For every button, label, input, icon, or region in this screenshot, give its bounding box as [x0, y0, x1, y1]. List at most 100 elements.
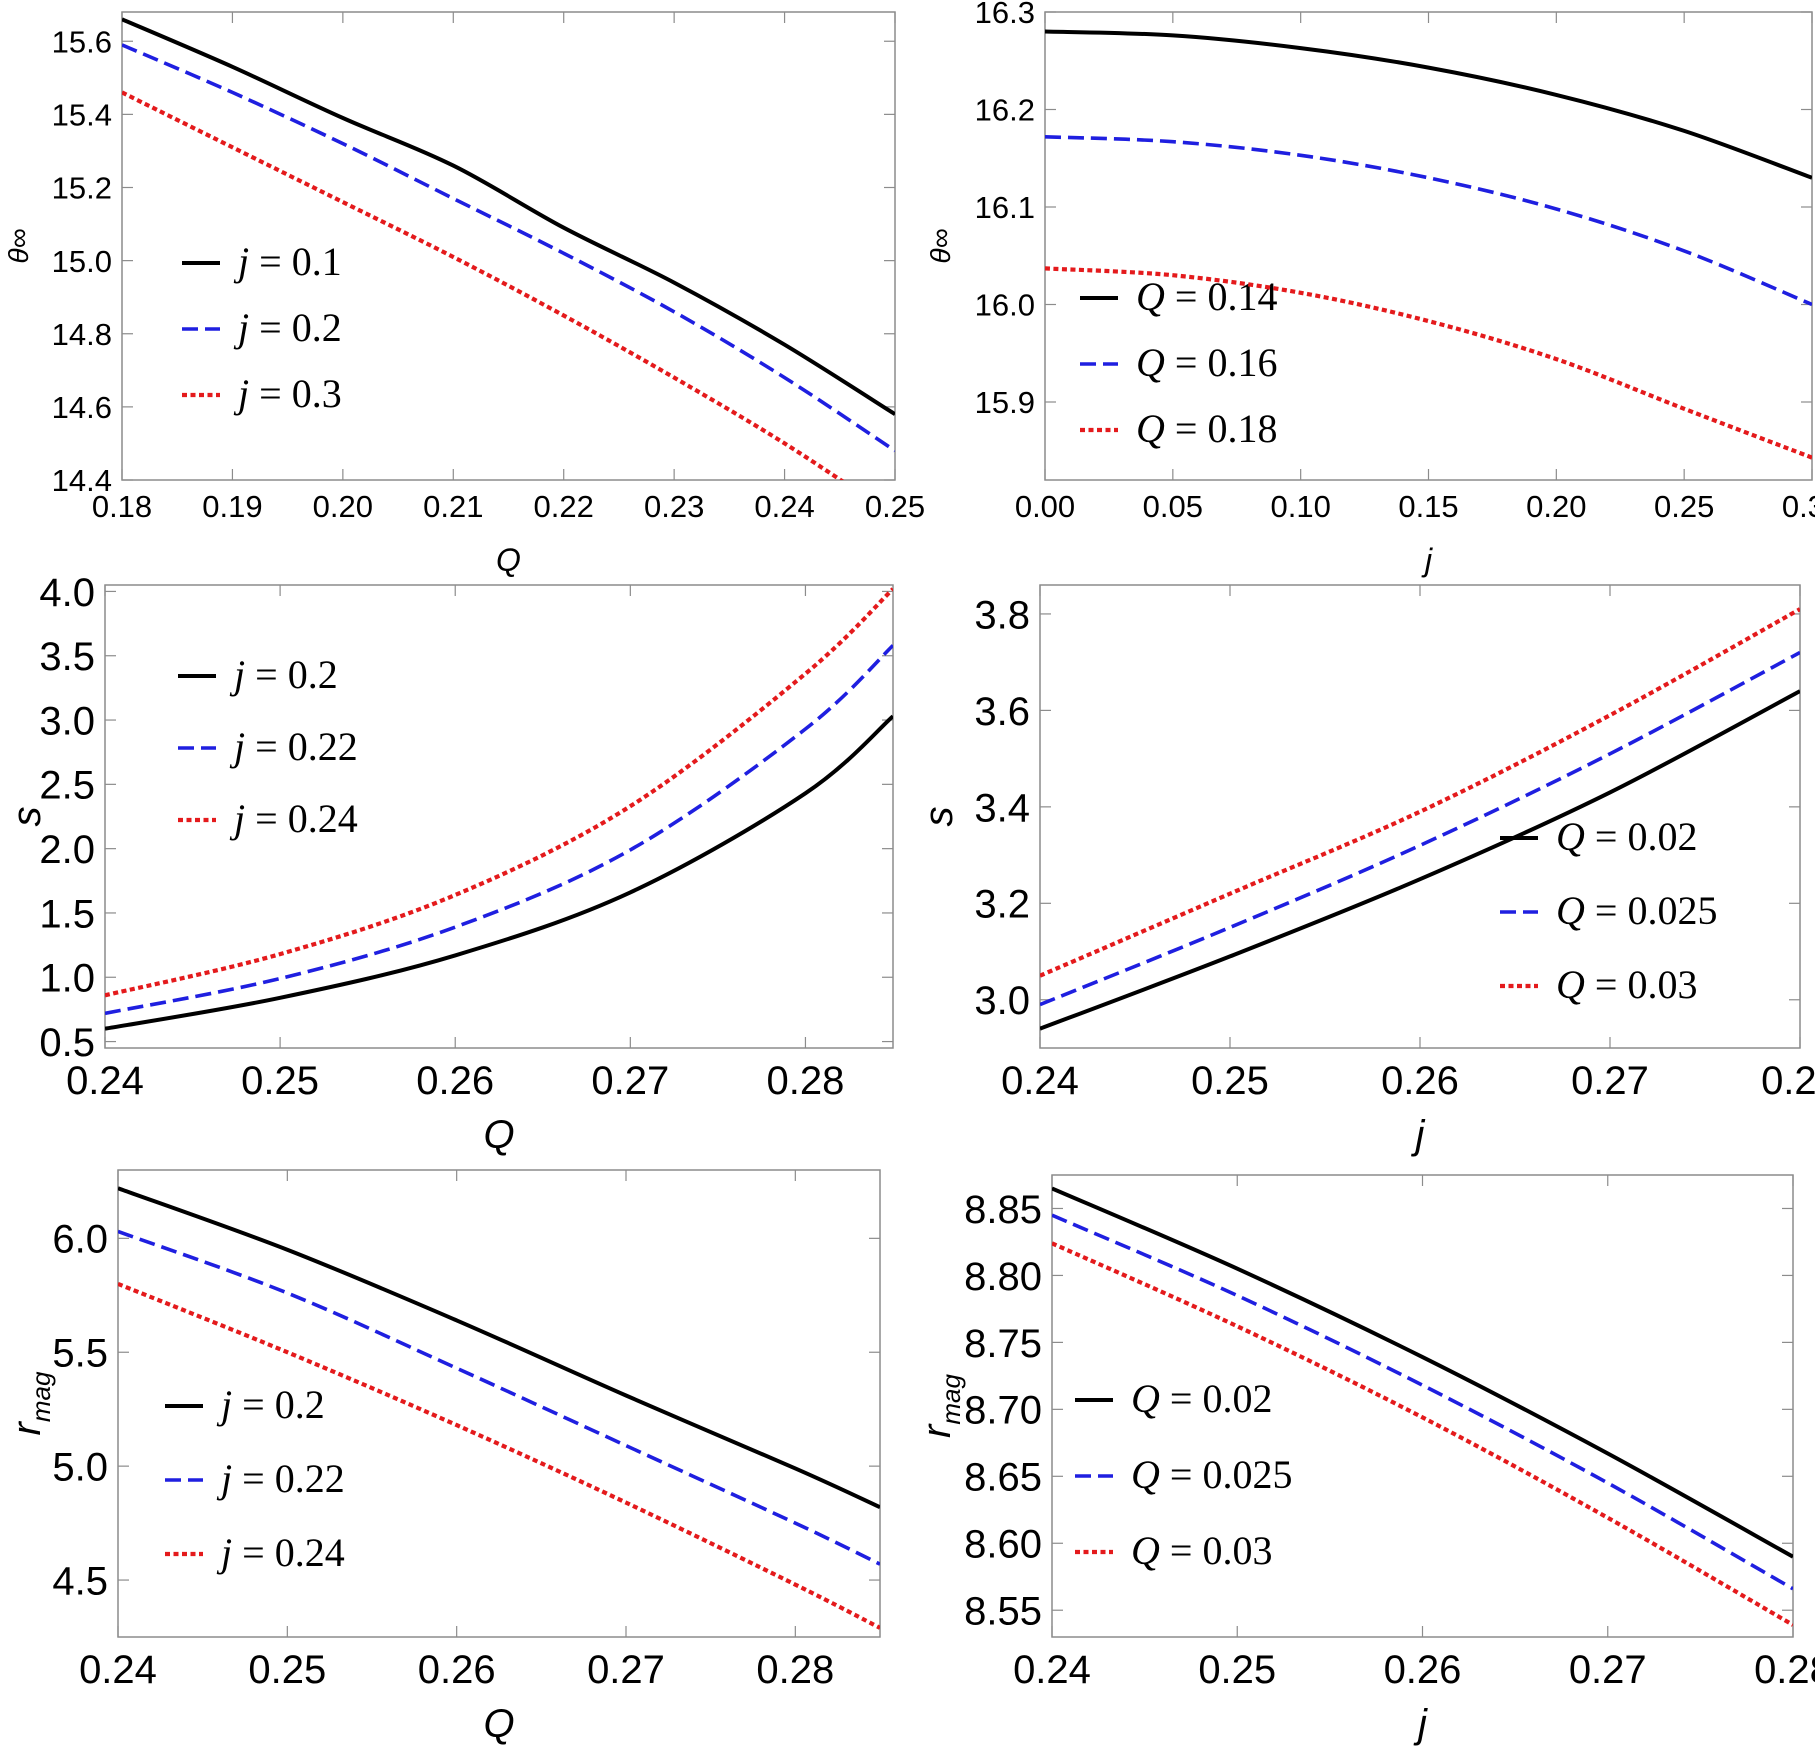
x-tick-label: 0.20: [313, 489, 373, 524]
series-line-1: [122, 17, 895, 416]
y-tick-label: 8.75: [964, 1322, 1042, 1366]
y-tick-label: 14.4: [52, 463, 112, 498]
plot-frame: [104, 584, 894, 1049]
x-tick-label: 0.22: [534, 489, 594, 524]
y-tick-label: 8.70: [964, 1389, 1042, 1433]
y-tick-label: 4.0: [39, 571, 95, 615]
legend-value: 0.22: [275, 1456, 345, 1501]
legend-value: 0.025: [1202, 1452, 1292, 1497]
y-axis-label-main: θ∞: [3, 228, 34, 263]
legend-param: j: [216, 1530, 232, 1575]
legend-param: j: [229, 796, 245, 841]
y-axis-label-main: r: [915, 1423, 959, 1438]
legend-equals: =: [1165, 406, 1208, 451]
legend-param: j: [233, 371, 249, 416]
legend-entry: Q = 0.03: [1556, 962, 1697, 1007]
y-axis-label: s: [917, 807, 961, 827]
chart-panel-3: 0.24 0.25 0.26 0.27 0.28 0.5 1.0 1.5 2.0 2.5 3.0 3.…: [5, 571, 894, 1157]
y-tick-label: 1.5: [39, 892, 95, 936]
x-tick-label: 0.10: [1270, 489, 1330, 524]
y-tick-label: 3.2: [974, 883, 1030, 927]
legend-entry: Q = 0.02: [1556, 814, 1697, 859]
x-tick-label: 0.26: [1381, 1059, 1459, 1103]
y-tick-label: 8.80: [964, 1255, 1042, 1299]
legend-entry: j = 0.22: [216, 1456, 345, 1501]
y-tick-label: 8.85: [964, 1188, 1042, 1232]
x-tick-label: 0.25: [241, 1059, 319, 1103]
legend-equals: =: [1585, 962, 1628, 1007]
legend-param: Q: [1136, 274, 1165, 319]
legend-value: 0.2: [292, 305, 342, 350]
y-axis-label-main: s: [5, 807, 49, 827]
y-tick-label: 6.0: [52, 1218, 108, 1262]
x-axis-label: Q: [483, 1702, 514, 1746]
y-axis-label-sub: mag: [936, 1374, 966, 1425]
x-axis-label: Q: [483, 1113, 514, 1157]
y-tick-label: 8.65: [964, 1456, 1042, 1500]
y-axis-label-main: s: [917, 807, 961, 827]
y-tick-label: 5.5: [52, 1332, 108, 1376]
legend-equals: =: [245, 724, 288, 769]
x-tick-label: 0.25: [1191, 1059, 1269, 1103]
legend-entry: Q = 0.02: [1131, 1376, 1272, 1421]
legend-entry: j = 0.2: [216, 1382, 325, 1427]
legend-entry: Q = 0.03: [1131, 1528, 1272, 1573]
legend-value: 0.16: [1207, 340, 1277, 385]
y-tick-label: 8.55: [964, 1590, 1042, 1634]
y-axis-label: rmag: [5, 1371, 56, 1435]
y-tick-label: 16.0: [975, 288, 1035, 323]
x-tick-label: 0.27: [1571, 1059, 1649, 1103]
y-axis-label: rmag: [915, 1374, 966, 1438]
y-axis-label: θ∞: [3, 228, 34, 263]
legend-value: 0.02: [1202, 1376, 1272, 1421]
legend-equals: =: [245, 652, 288, 697]
x-tick-label: 0.26: [416, 1059, 494, 1103]
x-axis-label: j: [1421, 542, 1433, 578]
series-line-3: [105, 587, 893, 998]
legend-entry: Q = 0.025: [1556, 888, 1717, 933]
legend-entry: Q = 0.025: [1131, 1452, 1292, 1497]
series-line-3: [1052, 1241, 1793, 1627]
y-axis-label: θ∞: [925, 228, 956, 263]
legend-param: j: [229, 652, 245, 697]
x-tick-label: 0.18: [92, 489, 152, 524]
x-tick-label: 0.26: [418, 1648, 496, 1692]
legend-param: Q: [1131, 1528, 1160, 1573]
x-tick-label: 0.19: [202, 489, 262, 524]
legend-entry: j = 0.2: [233, 305, 342, 350]
chart-panel-4: 0.24 0.25 0.26 0.27 0.28 3.0 3.2 3.4 3.6 3.8 j s Q =…: [917, 584, 1815, 1157]
y-tick-label: 3.0: [39, 699, 95, 743]
legend-equals: =: [232, 1456, 275, 1501]
legend-value: 0.02: [1627, 814, 1697, 859]
legend-param: Q: [1131, 1376, 1160, 1421]
legend-param: Q: [1556, 814, 1585, 859]
legend-value: 0.24: [275, 1530, 345, 1575]
legend-equals: =: [232, 1382, 275, 1427]
legend-value: 0.3: [292, 371, 342, 416]
x-tick-label: 0.24: [79, 1648, 157, 1692]
legend-param: Q: [1136, 340, 1165, 385]
x-tick-label: 0.28: [756, 1648, 834, 1692]
x-tick-label: 0.24: [754, 489, 814, 524]
y-tick-label: 15.6: [52, 24, 112, 59]
x-tick-label: 0.27: [587, 1648, 665, 1692]
legend-equals: =: [1165, 274, 1208, 319]
y-tick-label: 16.3: [975, 0, 1035, 30]
x-tick-label: 0.25: [1198, 1648, 1276, 1692]
x-axis-label: Q: [496, 542, 521, 578]
chart-panel-2: 0.00 0.05 0.10 0.15 0.20 0.25 0.30 15.9 16.0 16.1…: [925, 0, 1815, 578]
y-tick-label: 8.60: [964, 1523, 1042, 1567]
legend-equals: =: [232, 1530, 275, 1575]
y-tick-label: 14.8: [52, 317, 112, 352]
legend-entry: j = 0.22: [229, 724, 358, 769]
series-line-2: [105, 644, 893, 1016]
legend-equals: =: [1160, 1452, 1203, 1497]
y-tick-label: 15.2: [52, 171, 112, 206]
legend-equals: =: [1165, 340, 1208, 385]
x-tick-label: 0.21: [423, 489, 483, 524]
legend-entry: j = 0.1: [233, 239, 342, 284]
y-axis-label-main: θ∞: [925, 228, 956, 263]
y-axis-label: s: [5, 807, 49, 827]
series-line-3: [118, 1281, 880, 1630]
legend-equals: =: [1160, 1528, 1203, 1573]
